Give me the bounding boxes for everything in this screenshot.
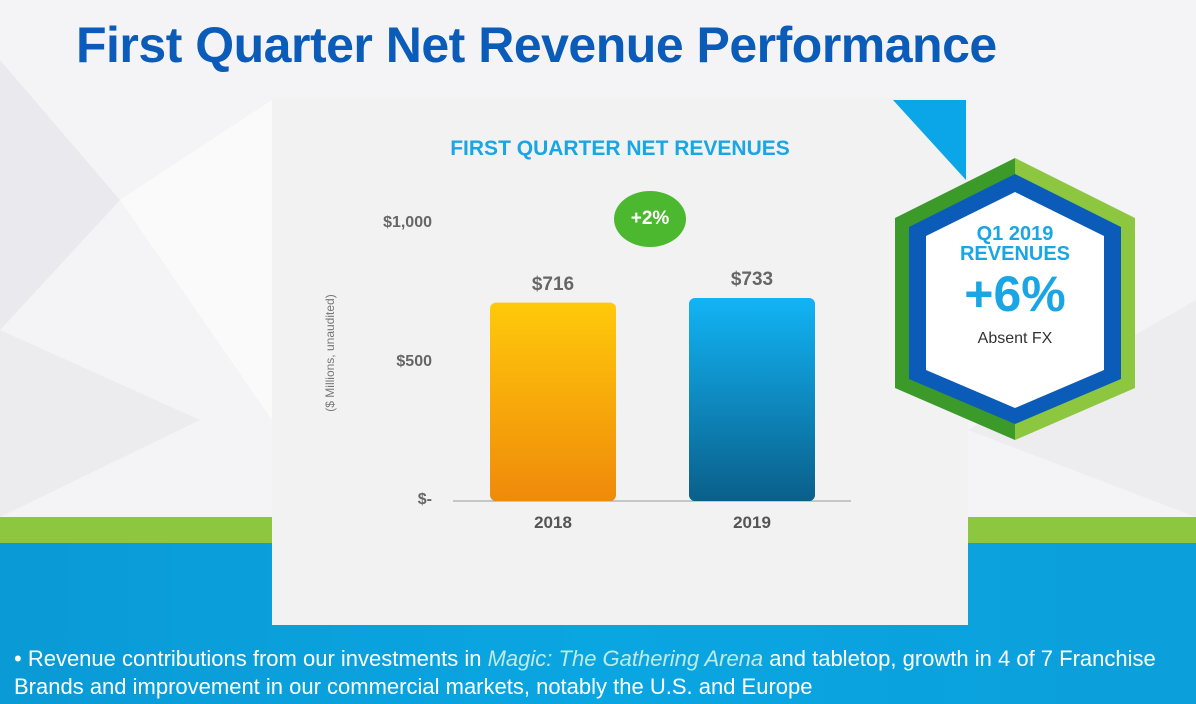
bullet-text: • Revenue contributions from our investm… [14,646,1156,699]
data-label: $733 [730,268,774,290]
bar-2018 [490,302,616,501]
data-label: $716 [531,273,575,295]
bullet-prefix: Revenue contributions from our investmen… [27,646,488,671]
bar-2019 [689,297,815,501]
bullet-emphasis: Magic: The Gathering Arena [487,646,764,671]
bullet-suffix: and tabletop, growth in 4 of 7 Franchise… [14,646,1156,699]
callout-line1: Q1 2019 [976,223,1054,245]
chart-title: FIRST QUARTER NET REVENUES [450,137,790,160]
corner-triangle [893,100,966,180]
callout-value: +6% [964,266,1066,322]
x-tick-label: 2018 [534,513,572,532]
x-tick-label: 2019 [733,513,771,532]
chart-panel [272,98,968,625]
callout-note: Absent FX [977,330,1053,347]
y-tick-label: $- [417,491,432,508]
y-tick-label: $500 [396,352,432,370]
y-tick-label: $1,000 [383,214,432,231]
page-title: First Quarter Net Revenue Performance [76,17,997,73]
growth-badge: +2% [614,191,686,247]
callout-line2: REVENUES [959,243,1071,265]
